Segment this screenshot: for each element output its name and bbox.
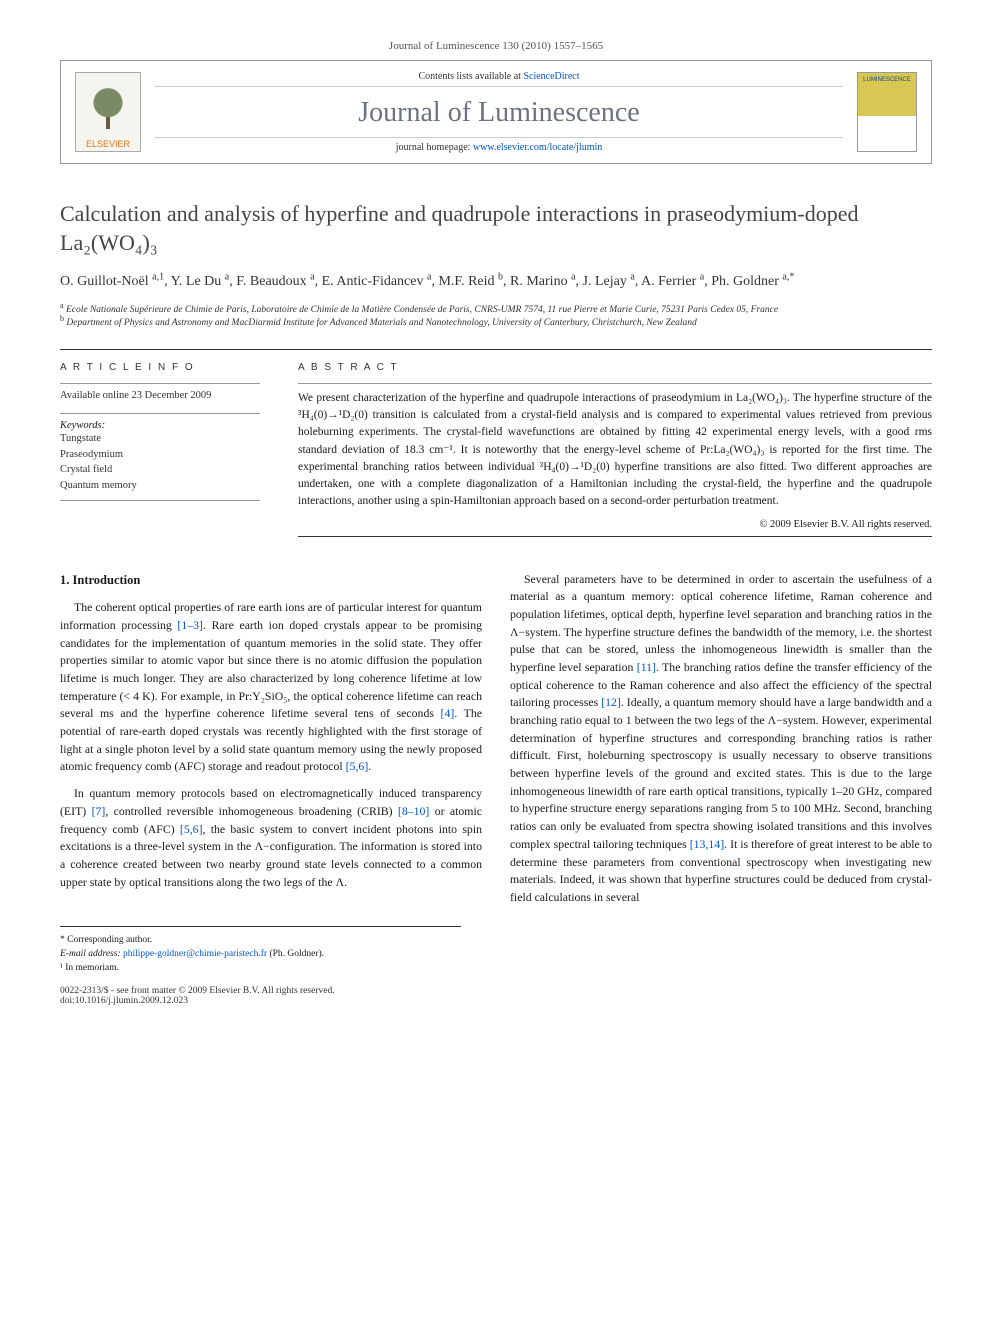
body-paragraph: Several parameters have to be determined… bbox=[510, 571, 932, 907]
memoriam-note: ¹ In memoriam. bbox=[60, 961, 461, 975]
keyword-item: Praseodymium bbox=[60, 447, 260, 463]
publisher-name: ELSEVIER bbox=[86, 139, 130, 149]
citation-ref[interactable]: [7] bbox=[92, 804, 106, 818]
article-body: 1. Introduction The coherent optical pro… bbox=[60, 571, 932, 908]
corresponding-author-note: * Corresponding author. bbox=[60, 933, 461, 947]
page-footer: 0022-2313/$ - see front matter © 2009 El… bbox=[60, 986, 932, 1006]
article-title: Calculation and analysis of hyperfine an… bbox=[60, 200, 932, 257]
abstract-column: A B S T R A C T We present characterizat… bbox=[298, 362, 932, 537]
citation-ref[interactable]: [5,6] bbox=[180, 822, 203, 836]
journal-name: Journal of Luminescence bbox=[155, 97, 843, 129]
email-suffix: (Ph. Goldner). bbox=[269, 949, 324, 959]
keyword-item: Crystal field bbox=[60, 462, 260, 478]
homepage-prefix: journal homepage: bbox=[396, 142, 473, 153]
journal-cover-thumbnail: LUMINESCENCE bbox=[857, 72, 917, 152]
citation-ref[interactable]: [13,14] bbox=[690, 837, 724, 851]
corresponding-email-link[interactable]: philippe-goldner@chimie-paristech.fr bbox=[123, 949, 267, 959]
footnotes: * Corresponding author. E-mail address: … bbox=[60, 926, 461, 976]
keywords-list: TungstatePraseodymiumCrystal fieldQuantu… bbox=[60, 431, 260, 501]
keywords-label: Keywords: bbox=[60, 413, 260, 431]
citation-ref[interactable]: [5,6] bbox=[346, 759, 369, 773]
elsevier-tree-icon bbox=[84, 73, 132, 139]
body-paragraph: The coherent optical properties of rare … bbox=[60, 599, 482, 776]
issn-line: 0022-2313/$ - see front matter © 2009 El… bbox=[60, 986, 932, 996]
available-online: Available online 23 December 2009 bbox=[60, 383, 260, 401]
citation-ref[interactable]: [8–10] bbox=[398, 804, 429, 818]
abstract-label: A B S T R A C T bbox=[298, 362, 932, 373]
doi-line: doi:10.1016/j.jlumin.2009.12.023 bbox=[60, 996, 932, 1006]
sciencedirect-link[interactable]: ScienceDirect bbox=[523, 71, 579, 82]
affiliations: a Ecole Nationale Supérieure de Chimie d… bbox=[60, 304, 932, 331]
citation-ref[interactable]: [4] bbox=[441, 706, 455, 720]
elsevier-logo: ELSEVIER bbox=[75, 72, 141, 152]
running-header: Journal of Luminescence 130 (2010) 1557–… bbox=[60, 40, 932, 52]
keyword-item: Tungstate bbox=[60, 431, 260, 447]
keyword-item: Quantum memory bbox=[60, 478, 260, 494]
masthead-center: Contents lists available at ScienceDirec… bbox=[155, 71, 843, 153]
author-list: O. Guillot-Noël a,1, Y. Le Du a, F. Beau… bbox=[60, 271, 932, 292]
email-label: E-mail address: bbox=[60, 949, 121, 959]
journal-masthead: ELSEVIER Contents lists available at Sci… bbox=[60, 60, 932, 164]
abstract-text: We present characterization of the hyper… bbox=[298, 383, 932, 511]
homepage-link[interactable]: www.elsevier.com/locate/jlumin bbox=[473, 142, 602, 153]
contents-prefix: Contents lists available at bbox=[418, 71, 523, 82]
article-info-label: A R T I C L E I N F O bbox=[60, 362, 260, 373]
body-paragraph: In quantum memory protocols based on ele… bbox=[60, 785, 482, 891]
citation-ref[interactable]: [11] bbox=[637, 660, 656, 674]
citation-ref[interactable]: [1–3] bbox=[177, 618, 203, 632]
citation-ref[interactable]: [12] bbox=[601, 695, 621, 709]
article-info-column: A R T I C L E I N F O Available online 2… bbox=[60, 362, 260, 537]
abstract-copyright: © 2009 Elsevier B.V. All rights reserved… bbox=[298, 519, 932, 537]
section-heading-1: 1. Introduction bbox=[60, 571, 482, 590]
